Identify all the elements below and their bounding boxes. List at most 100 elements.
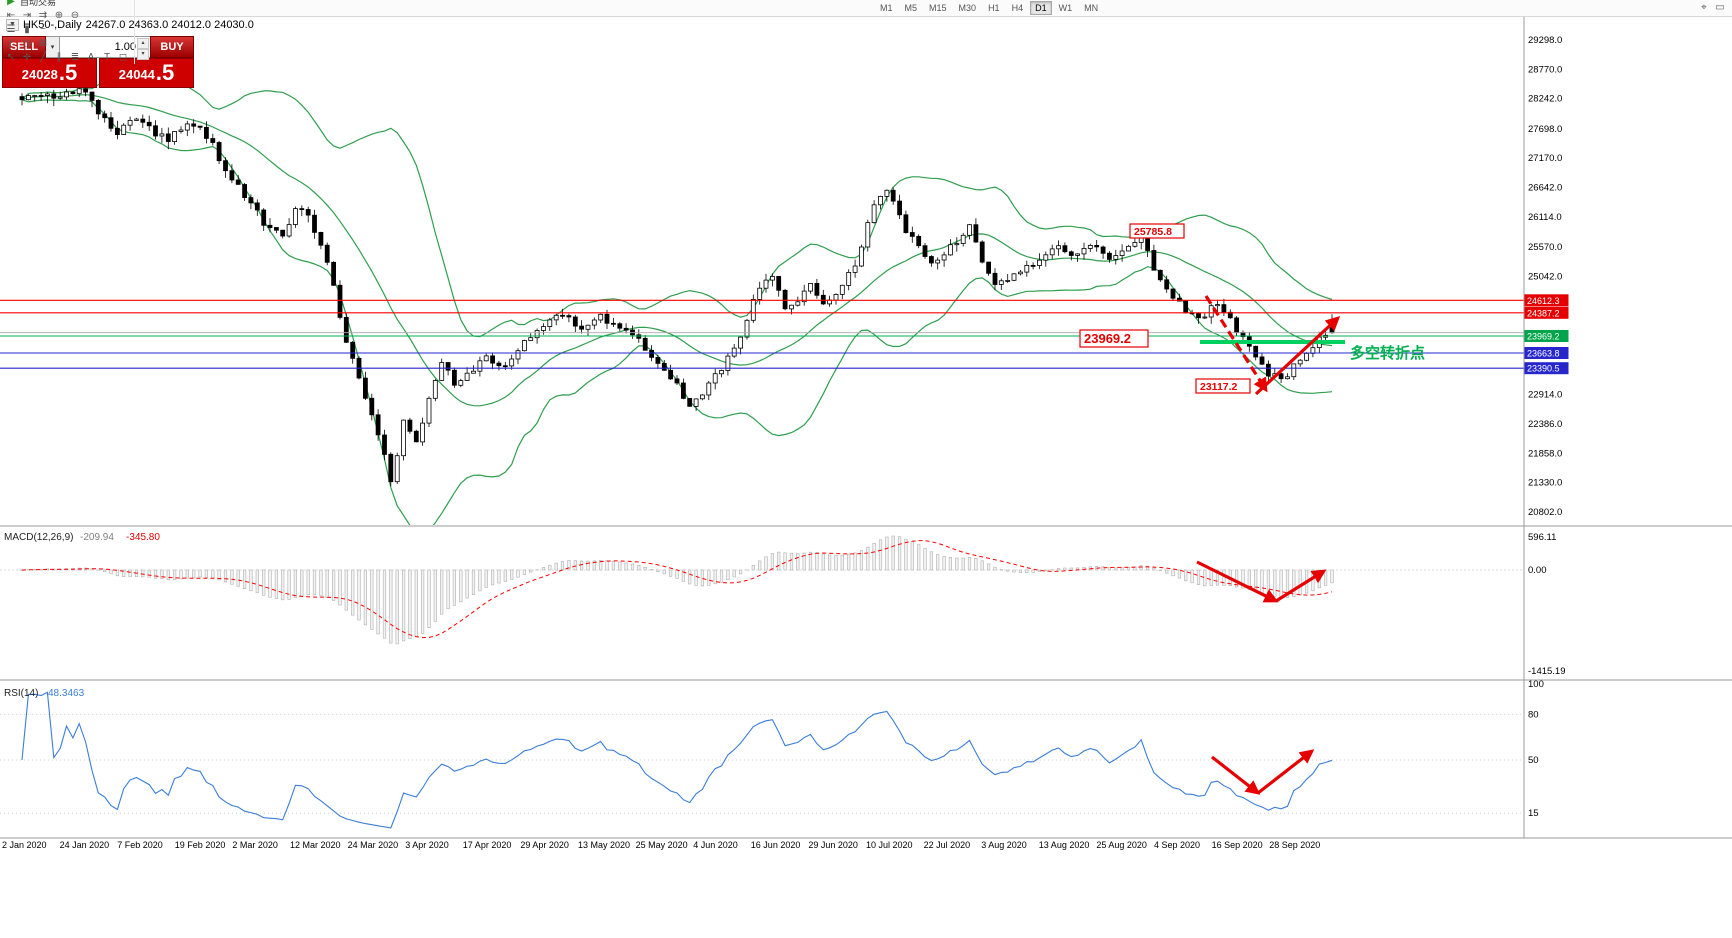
volume-input[interactable] [60,37,150,57]
timeframe-m15[interactable]: M15 [929,3,947,13]
svg-text:-209.94: -209.94 [80,532,114,543]
candlestick-chart-icon[interactable]: ▮ [24,23,30,35]
svg-text:26114.0: 26114.0 [1528,212,1562,223]
svg-text:-1415.19: -1415.19 [1528,666,1566,677]
svg-text:2 Mar 2020: 2 Mar 2020 [232,840,278,850]
svg-text:100: 100 [1528,679,1544,690]
cursor-icon[interactable]: ↖ [6,51,16,63]
bar-chart-icon[interactable]: ☰ [6,23,16,35]
symbol-dropdown-icon[interactable]: ▼ [6,19,19,31]
buy-button[interactable]: BUY [150,36,194,58]
svg-text:22386.0: 22386.0 [1528,419,1562,430]
toolbar-left-groups: ▦▥✚新订单▤◧▣▶自动交易⇤⇥⇉⊕⊖☰▮~ƒ◷⊞↖✛╱∥≣AT◻ [0,0,135,64]
svg-text:26642.0: 26642.0 [1528,183,1562,194]
periods-icon[interactable]: ◷ [22,37,32,49]
main-chart-plot[interactable] [19,75,1335,535]
timeframe-w1[interactable]: W1 [1058,3,1073,13]
chart-title: ▼ HK50-,Daily 24267.0 24363.0 24012.0 24… [6,19,254,31]
templates-icon[interactable]: ⊞ [38,37,48,49]
autotrade-button-label: 自动交易 [20,0,57,7]
shapes-icon[interactable]: ◻ [118,51,128,63]
svg-text:16 Sep 2020: 16 Sep 2020 [1212,840,1263,850]
svg-text:多空转折点: 多空转折点 [1350,344,1425,362]
window-list-icon[interactable]: ▭ [1715,2,1725,13]
svg-text:24 Mar 2020: 24 Mar 2020 [348,840,399,850]
timeframe-mn[interactable]: MN [1084,3,1099,13]
symbol-name: HK50-,Daily [22,19,82,31]
timeframe-h1[interactable]: H1 [988,3,1000,13]
svg-text:23969.2: 23969.2 [1084,331,1131,346]
one-click-trading-panel: SELL ▾ ▴▾ BUY 24028.5 24044.5 [2,36,194,88]
toolbar: ▦▥✚新订单▤◧▣▶自动交易⇤⇥⇉⊕⊖☰▮~ƒ◷⊞↖✛╱∥≣AT◻ [0,0,1732,64]
timeframe-m1[interactable]: M1 [880,3,893,13]
timeframe-toolbar: M1 M5 M15 M30 H1 H4 D1 W1 MN [874,1,1104,15]
chart-shift-icon[interactable]: ⇉ [38,9,48,21]
scale-decrease-icon[interactable]: ⇤ [6,9,16,21]
svg-text:13 Aug 2020: 13 Aug 2020 [1039,840,1090,850]
toolbar-right-icons: ⌖ ▭ [1696,1,1728,14]
toolbar-group-4: ⇤ ⇥ ⇉ ⊕ ⊖ [0,8,135,22]
svg-text:RSI(14): RSI(14) [4,688,38,699]
svg-text:29298.0: 29298.0 [1528,35,1562,46]
svg-text:12 Mar 2020: 12 Mar 2020 [290,840,341,850]
timeframe-h4[interactable]: H4 [1011,3,1024,13]
svg-text:29 Apr 2020: 29 Apr 2020 [520,840,569,850]
channel-icon[interactable]: ∥ [56,51,62,63]
toolbar-group-3: ▶ 自动交易 [0,0,135,8]
svg-text:10 Jul 2020: 10 Jul 2020 [866,840,913,850]
zoom-out-icon[interactable]: ⊖ [70,9,80,21]
sell-button[interactable]: SELL [2,36,46,58]
ohlc-readout: 24267.0 24363.0 24012.0 24030.0 [85,19,254,31]
crosshair-icon[interactable]: ✛ [22,51,32,63]
svg-text:4 Sep 2020: 4 Sep 2020 [1154,840,1200,850]
svg-text:23117.2: 23117.2 [1200,381,1238,393]
sell-price-display[interactable]: 24028.5 [2,58,97,88]
label-tool-icon[interactable]: T [103,51,111,63]
svg-text:4 Jun 2020: 4 Jun 2020 [693,840,738,850]
svg-text:21330.0: 21330.0 [1528,478,1562,489]
svg-text:80: 80 [1528,709,1539,720]
svg-text:28770.0: 28770.0 [1528,64,1562,75]
svg-text:2 Jan 2020: 2 Jan 2020 [2,840,47,850]
zoom-in-icon[interactable]: ⊕ [54,9,64,21]
timeframe-m30[interactable]: M30 [958,3,977,13]
line-chart-icon[interactable]: ~ [40,23,46,35]
svg-text:16 Jun 2020: 16 Jun 2020 [751,840,801,850]
svg-text:24 Jan 2020: 24 Jan 2020 [60,840,110,850]
fibonacci-icon[interactable]: ≣ [70,51,80,63]
volume-down-icon[interactable]: ▾ [137,49,149,60]
trade-prices-row: 24028.5 24044.5 [2,58,194,88]
volume-up-icon[interactable]: ▴ [137,38,149,49]
svg-text:22 Jul 2020: 22 Jul 2020 [924,840,971,850]
svg-text:25785.8: 25785.8 [1134,226,1172,238]
timeframe-m5[interactable]: M5 [904,3,918,13]
autotrade-button[interactable]: ▶ [7,0,15,7]
volume-dropdown-icon[interactable]: ▾ [46,36,60,58]
search-icon[interactable]: ⌖ [1701,2,1707,13]
svg-text:15: 15 [1528,808,1539,819]
buy-price-display[interactable]: 24044.5 [99,58,194,88]
trendline-icon[interactable]: ╱ [39,51,47,63]
text-tool-icon[interactable]: A [87,51,95,63]
svg-text:22914.0: 22914.0 [1528,390,1562,401]
volume-field: ▴▾ [60,36,150,60]
svg-text:28 Sep 2020: 28 Sep 2020 [1269,840,1320,850]
svg-text:24612.3: 24612.3 [1527,296,1560,306]
svg-text:25 May 2020: 25 May 2020 [636,840,688,850]
scale-increase-icon[interactable]: ⇥ [22,9,32,21]
timeframe-d1[interactable]: D1 [1030,1,1052,15]
svg-text:13 May 2020: 13 May 2020 [578,840,630,850]
svg-text:27698.0: 27698.0 [1528,124,1562,135]
svg-text:MACD(12,26,9): MACD(12,26,9) [4,532,73,543]
indicators-icon[interactable]: ƒ [8,37,14,49]
svg-text:0.00: 0.00 [1528,565,1547,576]
toolbar-group-6: ƒ ◷ ⊞ [0,36,135,50]
svg-text:596.11: 596.11 [1528,532,1556,543]
volume-stepper: ▴ ▾ [137,38,149,60]
svg-text:3 Aug 2020: 3 Aug 2020 [981,840,1027,850]
trade-controls-row: SELL ▾ ▴▾ BUY [2,36,194,60]
svg-text:7 Feb 2020: 7 Feb 2020 [117,840,163,850]
svg-text:20802.0: 20802.0 [1528,507,1562,518]
svg-text:28242.0: 28242.0 [1528,94,1562,105]
